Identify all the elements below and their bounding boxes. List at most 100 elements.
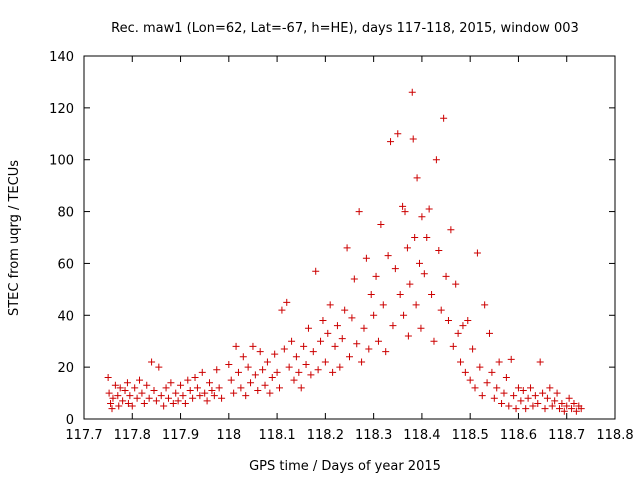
data-point: [196, 392, 204, 400]
data-point: [510, 392, 518, 400]
data-point: [539, 389, 547, 397]
data-point: [447, 226, 455, 234]
data-point: [404, 332, 412, 340]
data-point: [198, 368, 206, 376]
data-point: [218, 394, 226, 402]
data-point: [124, 399, 132, 407]
data-point: [247, 379, 255, 387]
data-point: [560, 407, 568, 415]
data-point: [394, 130, 402, 138]
data-point: [399, 202, 407, 210]
data-point: [415, 259, 423, 267]
data-point: [283, 298, 291, 306]
data-point: [131, 384, 139, 392]
data-point: [157, 392, 165, 400]
data-point: [307, 371, 315, 379]
data-point: [374, 337, 382, 345]
data-point: [483, 379, 491, 387]
data-point: [174, 397, 182, 405]
x-tick-label: 118.7: [548, 428, 585, 443]
data-point: [546, 384, 554, 392]
data-point: [234, 368, 242, 376]
data-point: [471, 384, 479, 392]
data-point: [437, 306, 445, 314]
data-point: [435, 246, 443, 254]
data-point: [488, 368, 496, 376]
data-point: [391, 265, 399, 273]
data-point: [162, 384, 170, 392]
data-point: [555, 405, 563, 413]
data-point: [213, 366, 221, 374]
data-point: [319, 316, 327, 324]
data-point: [104, 374, 112, 382]
data-point: [417, 324, 425, 332]
data-point: [440, 114, 448, 122]
data-point: [119, 397, 127, 405]
data-point: [140, 399, 148, 407]
x-tick-label: 117.7: [65, 428, 102, 443]
y-tick-label: 20: [57, 361, 74, 376]
data-point: [400, 311, 408, 319]
data-point: [295, 368, 303, 376]
data-point: [338, 335, 346, 343]
data-point: [485, 329, 493, 337]
data-point: [527, 384, 535, 392]
data-point: [148, 358, 156, 366]
data-point: [143, 381, 151, 389]
data-point: [249, 342, 257, 350]
data-point: [531, 392, 539, 400]
data-point: [387, 138, 395, 146]
data-point: [577, 405, 585, 413]
data-point: [411, 234, 419, 241]
data-point: [343, 244, 351, 252]
data-point: [312, 267, 320, 275]
data-point: [367, 291, 375, 299]
data-point: [505, 402, 513, 410]
data-point: [553, 389, 561, 397]
data-point: [464, 316, 472, 324]
data-point: [493, 384, 501, 392]
data-point: [502, 374, 510, 382]
data-point: [331, 342, 339, 350]
y-axis: 0 20 40 60 80 100 120 140: [49, 50, 615, 428]
data-point: [565, 394, 573, 402]
data-point: [276, 384, 284, 392]
data-point: [409, 135, 417, 143]
data-point: [133, 394, 141, 402]
data-point: [372, 272, 380, 280]
data-point: [329, 368, 337, 376]
data-point: [172, 389, 180, 397]
data-point: [300, 342, 308, 350]
data-point: [457, 358, 465, 366]
data-point: [285, 363, 293, 371]
data-point: [452, 280, 460, 288]
data-point: [353, 340, 361, 348]
data-point: [382, 348, 390, 356]
y-tick-label: 120: [49, 102, 74, 117]
plot-border: [83, 55, 616, 420]
data-point: [403, 244, 411, 252]
data-point: [268, 374, 276, 382]
data-point: [244, 363, 252, 371]
data-point: [292, 353, 300, 361]
data-point: [121, 386, 129, 394]
data-point: [237, 384, 245, 392]
data-point: [105, 389, 113, 397]
data-point: [115, 402, 123, 410]
data-point: [490, 394, 498, 402]
data-point: [461, 368, 469, 376]
data-point: [271, 350, 279, 358]
data-point: [186, 386, 194, 394]
data-point: [473, 249, 481, 257]
data-point: [326, 301, 334, 309]
data-point: [362, 254, 370, 262]
data-point: [568, 405, 576, 413]
data-point: [377, 221, 385, 229]
data-point: [522, 405, 530, 413]
y-tick-label: 140: [49, 50, 74, 65]
data-point: [498, 399, 506, 407]
data-point: [543, 394, 551, 402]
data-point: [412, 301, 420, 309]
data-point: [126, 392, 134, 400]
data-point: [136, 376, 144, 384]
